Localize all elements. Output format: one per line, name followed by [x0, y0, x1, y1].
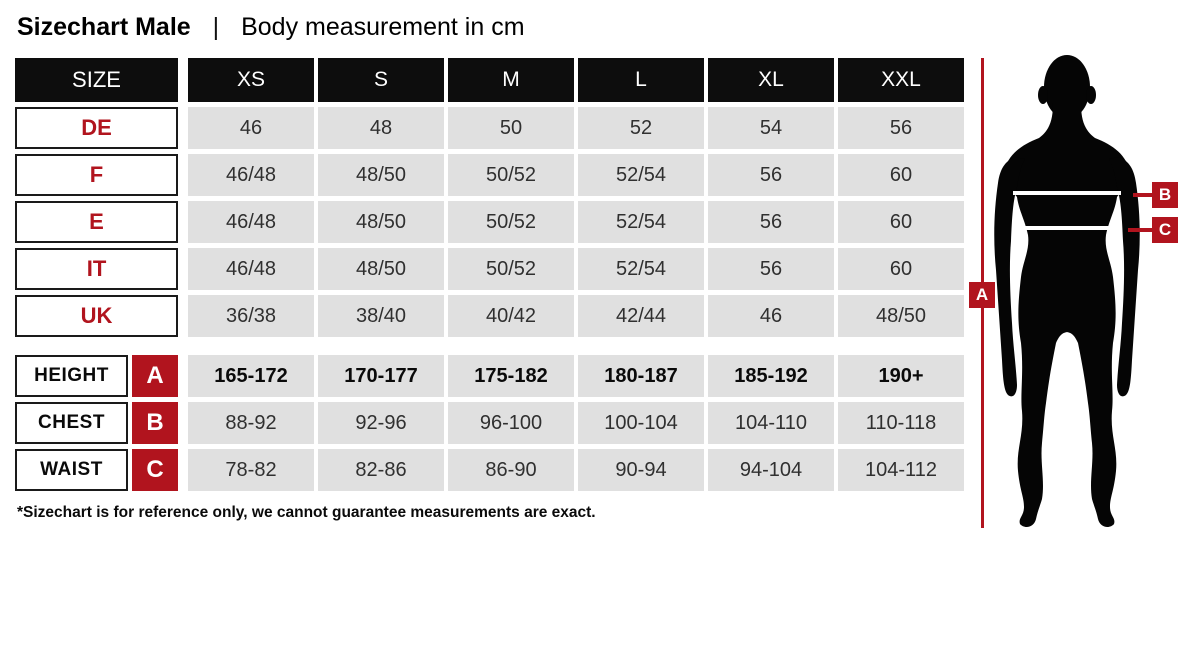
figure-marker-a: A	[969, 282, 995, 308]
column-header-l: L	[578, 58, 704, 102]
figure-arm-right	[1109, 157, 1140, 397]
table-cell: 52/54	[578, 154, 704, 196]
figure-chest-line	[1013, 191, 1121, 195]
table-row-f: F 46/48 48/50 50/52 52/54 56 60	[15, 154, 964, 196]
column-header-xl: XL	[708, 58, 834, 102]
table-cell: 42/44	[578, 295, 704, 337]
figure-waist-line	[1023, 226, 1111, 230]
table-cell: 46/48	[188, 248, 314, 290]
table-cell: 60	[838, 154, 964, 196]
table-cell: 54	[708, 107, 834, 149]
title-main: Sizechart Male	[17, 13, 191, 41]
figure-marker-b: B	[1152, 182, 1178, 208]
table-cell: 165-172	[188, 355, 314, 397]
table-row-uk: UK 36/38 38/40 40/42 42/44 46 48/50	[15, 295, 964, 337]
table-header-row: SIZE XS S M L XL XXL	[15, 58, 964, 102]
figure-marker-c: C	[1152, 217, 1178, 243]
row-label-waist: WAIST	[15, 449, 128, 491]
size-corner-header: SIZE	[15, 58, 178, 102]
row-label-de: DE	[15, 107, 178, 149]
table-cell: 78-82	[188, 449, 314, 491]
table-cell: 48/50	[838, 295, 964, 337]
table-cell: 100-104	[578, 402, 704, 444]
table-cell: 92-96	[318, 402, 444, 444]
table-cell: 48/50	[318, 201, 444, 243]
table-row-it: IT 46/48 48/50 50/52 52/54 56 60	[15, 248, 964, 290]
row-label-uk: UK	[15, 295, 178, 337]
table-cell: 96-100	[448, 402, 574, 444]
table-row-e: E 46/48 48/50 50/52 52/54 56 60	[15, 201, 964, 243]
table-cell: 52	[578, 107, 704, 149]
table-cell: 38/40	[318, 295, 444, 337]
row-label-height: HEIGHT	[15, 355, 128, 397]
column-header-xs: XS	[188, 58, 314, 102]
table-cell: 50/52	[448, 248, 574, 290]
table-cell: 40/42	[448, 295, 574, 337]
table-row-waist: WAIST C 78-82 82-86 86-90 90-94 94-104 1…	[15, 449, 964, 491]
title-subtitle: Body measurement in cm	[241, 13, 525, 41]
table-cell: 56	[708, 154, 834, 196]
table-row-height: HEIGHT A 165-172 170-177 175-182 180-187…	[15, 355, 964, 397]
row-label-f: F	[15, 154, 178, 196]
footnote-text: *Sizechart is for reference only, we can…	[17, 504, 596, 521]
figure-body	[1003, 103, 1131, 527]
table-cell: 180-187	[578, 355, 704, 397]
table-cell: 185-192	[708, 355, 834, 397]
table-row-chest: CHEST B 88-92 92-96 96-100 100-104 104-1…	[15, 402, 964, 444]
table-row-de: DE 46 48 50 52 54 56	[15, 107, 964, 149]
table-cell: 94-104	[708, 449, 834, 491]
marker-b-badge: B	[132, 402, 178, 444]
table-cell: 46/48	[188, 201, 314, 243]
table-cell: 56	[838, 107, 964, 149]
table-cell: 52/54	[578, 248, 704, 290]
table-cell: 110-118	[838, 402, 964, 444]
male-silhouette-figure	[994, 55, 1140, 527]
table-cell: 82-86	[318, 449, 444, 491]
table-cell: 60	[838, 201, 964, 243]
table-cell: 46	[708, 295, 834, 337]
table-cell: 88-92	[188, 402, 314, 444]
table-cell: 46	[188, 107, 314, 149]
size-table: SIZE XS S M L XL XXL DE 46 48 50 52 54 5…	[15, 58, 964, 496]
title-separator: |	[212, 13, 220, 41]
row-label-e: E	[15, 201, 178, 243]
table-cell: 56	[708, 248, 834, 290]
table-cell: 104-110	[708, 402, 834, 444]
figure-ear-left	[1038, 86, 1048, 104]
table-cell: 46/48	[188, 154, 314, 196]
table-cell: 50/52	[448, 154, 574, 196]
figure-ear-right	[1086, 86, 1096, 104]
table-cell: 50/52	[448, 201, 574, 243]
figure-arm-left	[994, 157, 1025, 397]
marker-c-badge: C	[132, 449, 178, 491]
table-cell: 48	[318, 107, 444, 149]
table-cell: 90-94	[578, 449, 704, 491]
figure-chest-connector	[1133, 193, 1152, 197]
table-cell: 48/50	[318, 248, 444, 290]
figure-waist-connector	[1128, 228, 1152, 232]
table-cell: 86-90	[448, 449, 574, 491]
column-header-xxl: XXL	[838, 58, 964, 102]
column-header-m: M	[448, 58, 574, 102]
table-cell: 170-177	[318, 355, 444, 397]
table-cell: 175-182	[448, 355, 574, 397]
row-label-it: IT	[15, 248, 178, 290]
page-title: Sizechart Male | Body measurement in cm	[17, 13, 525, 42]
marker-a-badge: A	[132, 355, 178, 397]
row-label-chest: CHEST	[15, 402, 128, 444]
table-cell: 104-112	[838, 449, 964, 491]
table-cell: 48/50	[318, 154, 444, 196]
table-cell: 50	[448, 107, 574, 149]
table-cell: 52/54	[578, 201, 704, 243]
table-cell: 56	[708, 201, 834, 243]
table-cell: 60	[838, 248, 964, 290]
table-cell: 36/38	[188, 295, 314, 337]
column-header-s: S	[318, 58, 444, 102]
table-cell: 190+	[838, 355, 964, 397]
